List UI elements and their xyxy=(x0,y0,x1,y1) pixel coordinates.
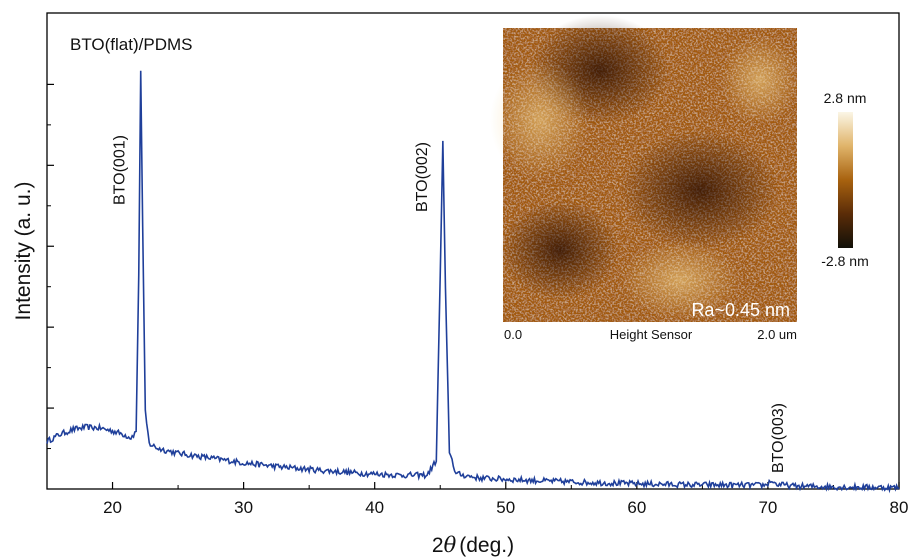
xrd-series-line xyxy=(46,70,900,494)
x-tick-label: 20 xyxy=(103,498,122,517)
peak-label: BTO(003) xyxy=(770,403,787,473)
roughness-label: Ra~0.45 nm xyxy=(691,300,790,320)
colorbar xyxy=(838,112,853,248)
sample-label: BTO(flat)/PDMS xyxy=(70,35,192,54)
x-tick-label: 30 xyxy=(234,498,253,517)
x-axis-title-prefix: 2 xyxy=(432,534,444,557)
peak-label: BTO(001) xyxy=(112,135,129,205)
inset-x-left-label: 0.0 xyxy=(504,327,522,342)
x-axis-title-theta: θ xyxy=(444,533,457,557)
x-tick-label: 80 xyxy=(890,498,909,517)
inset-x-right-label: 2.0 um xyxy=(757,327,797,342)
colorbar-max-label: 2.8 nm xyxy=(824,90,867,106)
colorbar-min-label: -2.8 nm xyxy=(821,253,868,269)
afm-image-highlights xyxy=(490,35,800,320)
x-axis-title-suffix: (deg.) xyxy=(459,534,514,557)
x-tick-label: 60 xyxy=(627,498,646,517)
plot-frame xyxy=(46,12,900,490)
x-tick-label: 40 xyxy=(365,498,384,517)
y-axis-ticks xyxy=(47,83,54,450)
x-axis-ticks: 20 30 40 50 60 70 80 xyxy=(46,482,909,517)
y-axis-title: Intensity (a. u.) xyxy=(12,182,35,321)
x-axis-title: 2θ (deg.) xyxy=(432,533,514,557)
x-tick-label: 70 xyxy=(758,498,777,517)
x-tick-label: 50 xyxy=(496,498,515,517)
peak-labels: BTO(001) BTO(002) BTO(003) xyxy=(112,135,787,473)
afm-image-shading xyxy=(500,15,780,300)
inset-x-center-label: Height Sensor xyxy=(610,327,693,342)
afm-inset: Ra~0.45 nm 0.0 Height Sensor 2.0 um 2.8 … xyxy=(490,15,869,342)
peak-label: BTO(002) xyxy=(414,142,431,212)
